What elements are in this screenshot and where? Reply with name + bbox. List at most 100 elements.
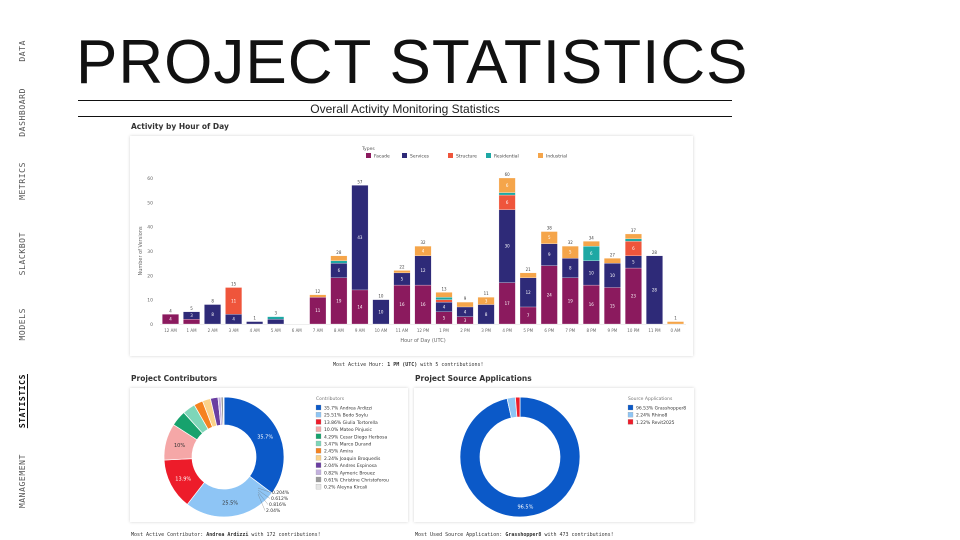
sources-chart-panel: 96.5% Source Applications 96.53% Grasshopp… bbox=[414, 388, 694, 522]
bar-total-label: 21 bbox=[526, 267, 532, 272]
bar-total-label: 4 bbox=[169, 308, 172, 313]
bar-total-label: 1 bbox=[253, 316, 256, 321]
bar-total-label: 12 bbox=[315, 289, 321, 294]
sources-slice-label-0: 96.5% bbox=[517, 505, 533, 511]
bar-value-label: 4 bbox=[422, 249, 425, 254]
y-tick-label: 30 bbox=[147, 249, 153, 255]
y-tick-label: 20 bbox=[147, 273, 153, 279]
sources-legend-swatch-0 bbox=[627, 404, 634, 411]
bar-value-label: 4 bbox=[464, 309, 467, 314]
bar-value-label: 12 bbox=[420, 268, 426, 273]
bar-value-label: 7 bbox=[527, 313, 530, 318]
y-tick-label: 10 bbox=[147, 298, 153, 304]
x-tick-label-0-am: 0 AM bbox=[670, 328, 681, 333]
activity-chart-title: Activity by Hour of Day bbox=[131, 122, 229, 131]
y-tick-label: 60 bbox=[147, 176, 153, 182]
bar-value-label: 16 bbox=[420, 302, 426, 307]
x-tick-label-3-am: 3 AM bbox=[229, 328, 240, 333]
bar-value-label: 8 bbox=[211, 312, 214, 317]
bar-value-label: 10 bbox=[610, 273, 616, 278]
contributors-legend-swatch-6 bbox=[315, 448, 322, 454]
bar-value-label: 8 bbox=[485, 312, 488, 317]
contributors-legend-label-6: 2.45% Amira bbox=[324, 449, 353, 455]
bar-value-label: 8 bbox=[569, 266, 572, 271]
contributors-legend-swatch-8 bbox=[315, 462, 322, 468]
bar-value-label: 5 bbox=[443, 315, 446, 320]
contributors-legend-label-9: 0.82% Aymeric Brouez bbox=[324, 470, 376, 476]
bar-total-label: 34 bbox=[589, 235, 595, 240]
contributors-legend-swatch-0 bbox=[315, 404, 322, 411]
contributors-callout-line-3 bbox=[257, 493, 266, 511]
bar-value-label: 10 bbox=[589, 270, 595, 275]
contributors-legend-label-0: 35.7% Andrea Ardizzi bbox=[324, 406, 372, 412]
x-tick-label-10-am: 10 AM bbox=[375, 328, 388, 333]
bar-industrial-2-pm bbox=[456, 301, 474, 308]
bar-total-label: 22 bbox=[399, 264, 405, 269]
x-tick-label-8-am: 8 AM bbox=[334, 328, 345, 333]
sources-slice-2 bbox=[515, 396, 521, 418]
sources-legend-label-2: 1.22% Revit2025 bbox=[636, 420, 675, 426]
nav-slackbot[interactable]: SLACKBOT bbox=[18, 232, 27, 276]
nav-management[interactable]: MANAGEMENT bbox=[18, 454, 27, 509]
sources-footnote-value: Grasshopper8 bbox=[505, 532, 542, 538]
bar-total-label: 32 bbox=[568, 240, 574, 245]
contributors-slice-label-2: 13.9% bbox=[175, 476, 191, 482]
bar-industrial-8-am bbox=[330, 255, 348, 261]
nav-metrics[interactable]: METRICS bbox=[18, 162, 27, 200]
bar-value-label: 5 bbox=[569, 250, 572, 255]
bar-residential-4-pm bbox=[498, 192, 516, 196]
bar-total-label: 28 bbox=[336, 250, 342, 255]
x-tick-label-12-am: 12 AM bbox=[164, 328, 177, 333]
bar-total-label: 60 bbox=[505, 172, 511, 177]
contributors-legend-label-11: 0.2% Aleyna Kircali bbox=[324, 485, 367, 491]
contributors-legend-swatch-5 bbox=[315, 440, 322, 447]
bar-industrial-4-pm bbox=[498, 177, 516, 193]
nav-statistics[interactable]: STATISTICS bbox=[18, 374, 27, 429]
bar-facade-1-am bbox=[183, 319, 200, 325]
x-tick-label-11-am: 11 AM bbox=[396, 328, 409, 333]
bar-value-label: 30 bbox=[505, 244, 511, 249]
sources-legend-swatch-2 bbox=[627, 419, 634, 425]
bar-industrial-9-pm bbox=[604, 258, 621, 264]
bar-value-label: 5 bbox=[548, 235, 551, 240]
bar-value-label: 17 bbox=[505, 301, 511, 306]
sources-legend-label-1: 2.24% Rhino8 bbox=[636, 413, 668, 419]
sources-legend-label-0: 96.53% Grasshopper8 bbox=[636, 406, 686, 412]
nav-data[interactable]: DATA bbox=[18, 40, 27, 62]
bar-residential-8-am bbox=[330, 260, 348, 264]
sources-footnote-prefix: Most Used Source Application: bbox=[415, 532, 506, 538]
x-tick-label-1-am: 1 AM bbox=[187, 328, 198, 333]
contributors-callout-line-1 bbox=[257, 489, 271, 499]
x-tick-label-4-pm: 4 PM bbox=[502, 328, 512, 333]
title-divider-bottom bbox=[78, 116, 732, 117]
contributors-callout-label-3: 2.04% bbox=[266, 508, 281, 514]
contributors-legend-swatch-4 bbox=[315, 433, 322, 439]
x-tick-label-9-am: 9 AM bbox=[355, 328, 366, 333]
bar-industrial-10-pm bbox=[625, 233, 642, 239]
bar-total-label: 5 bbox=[190, 306, 193, 311]
contributors-legend-swatch-11 bbox=[315, 484, 322, 490]
x-tick-label-6-am: 6 AM bbox=[292, 328, 303, 333]
bar-total-label: 13 bbox=[441, 286, 447, 291]
contributors-legend-label-8: 2.04% Andres Espinosa bbox=[324, 463, 377, 469]
bar-industrial-7-pm bbox=[561, 246, 579, 259]
nav-dashboard[interactable]: DASHBOARD bbox=[18, 88, 27, 137]
bar-total-label: 3 bbox=[274, 311, 277, 316]
contributors-legend-label-2: 13.86% Giulia Tortorella bbox=[324, 420, 378, 426]
bar-total-label: 9 bbox=[464, 296, 467, 301]
legend-swatch-facade bbox=[366, 153, 371, 158]
contributors-chart: 35.7% 25.5% 13.9% 10% Contributors 35.7% Andr… bbox=[163, 396, 389, 518]
bar-services-9-am bbox=[351, 185, 369, 291]
y-tick-label: 0 bbox=[150, 322, 153, 328]
contributors-footnote-suffix: with 172 contributions! bbox=[248, 532, 321, 538]
bar-value-label: 24 bbox=[547, 292, 553, 297]
nav-models[interactable]: MODELS bbox=[18, 308, 27, 341]
activity-legend-title: Types bbox=[361, 146, 375, 152]
activity-footnote-prefix: Most Active Hour: bbox=[333, 362, 388, 368]
bar-services-2-am bbox=[204, 304, 221, 325]
x-tick-label-4-am: 4 AM bbox=[250, 328, 261, 333]
legend-swatch-residential bbox=[486, 153, 491, 158]
bar-structure-3-am bbox=[225, 287, 242, 315]
x-tick-label-8-pm: 8 PM bbox=[586, 328, 596, 333]
bar-value-label: 15 bbox=[610, 303, 616, 308]
